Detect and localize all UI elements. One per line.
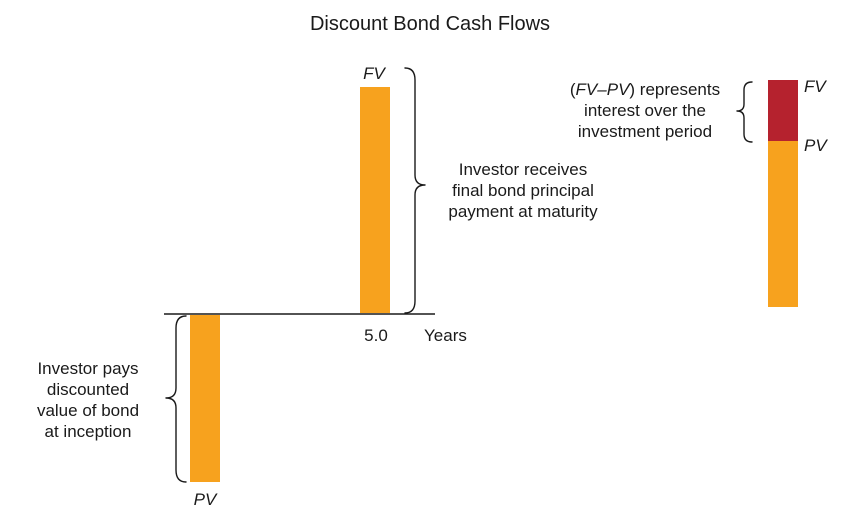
interest-note: (FV–PV) represents interest over the inv… — [570, 80, 720, 141]
diagram-title: Discount Bond Cash Flows — [310, 13, 550, 35]
inflow-note-line: Investor receives — [459, 160, 588, 179]
pv-outflow-bar — [190, 315, 220, 482]
inflow-note-line: final bond principal — [452, 181, 594, 200]
stacked-fv-label: FV — [804, 77, 827, 96]
interest-note-line: interest over the — [584, 101, 706, 120]
interest-segment-bar — [768, 80, 798, 141]
outflow-brace — [165, 315, 187, 483]
stacked-pv-label: PV — [804, 136, 828, 155]
interest-note-suffix: ) represents — [629, 80, 720, 99]
outflow-note: Investor pays discounted value of bond a… — [37, 359, 139, 441]
fv-inflow-bar — [360, 87, 390, 313]
inflow-brace — [404, 67, 426, 314]
fv-inflow-label: FV — [363, 64, 386, 83]
pv-outflow-label: PV — [194, 490, 218, 509]
axis-label: Years — [424, 326, 467, 345]
interest-brace — [736, 81, 753, 143]
interest-note-prefix: ( — [570, 80, 576, 99]
maturity-tick-label: 5.0 — [364, 326, 388, 345]
interest-note-line: investment period — [578, 122, 712, 141]
outflow-note-line: Investor pays — [37, 359, 138, 378]
pv-segment-bar — [768, 141, 798, 307]
outflow-note-line: discounted — [47, 380, 129, 399]
outflow-note-line: value of bond — [37, 401, 139, 420]
outflow-note-line: at inception — [45, 422, 132, 441]
inflow-note: Investor receives final bond principal p… — [448, 160, 598, 221]
inflow-note-line: payment at maturity — [448, 202, 598, 221]
interest-note-line: (FV–PV) represents — [570, 80, 720, 99]
interest-note-italic: FV–PV — [576, 80, 632, 99]
